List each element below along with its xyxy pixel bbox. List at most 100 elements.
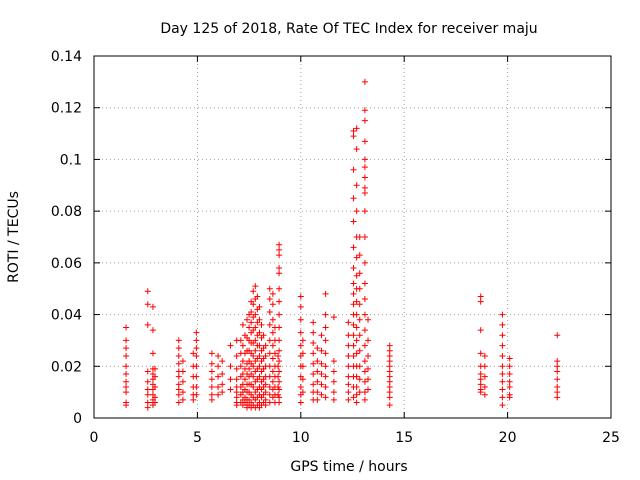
data-point xyxy=(254,293,261,300)
data-point xyxy=(350,265,357,272)
data-point xyxy=(353,254,360,261)
data-point xyxy=(506,383,513,390)
data-point xyxy=(499,386,506,393)
data-point xyxy=(499,311,506,318)
data-point xyxy=(208,350,215,357)
data-point xyxy=(318,381,325,388)
data-point xyxy=(239,342,246,349)
data-point xyxy=(330,389,337,396)
data-point xyxy=(361,378,368,385)
data-point xyxy=(314,358,321,365)
data-point xyxy=(123,371,130,378)
data-point xyxy=(250,352,257,359)
data-point xyxy=(144,368,151,375)
data-point xyxy=(314,378,321,385)
plot-frame xyxy=(93,55,612,419)
data-point xyxy=(353,337,360,344)
data-point xyxy=(175,352,182,359)
data-point xyxy=(345,342,352,349)
data-point xyxy=(252,311,259,318)
y-tick-label: 0.02 xyxy=(51,359,82,375)
data-point xyxy=(123,389,130,396)
data-point xyxy=(322,383,329,390)
data-point xyxy=(144,386,151,393)
data-point xyxy=(152,394,159,401)
x-tick-label: 15 xyxy=(395,430,413,446)
data-point xyxy=(365,376,372,383)
data-point xyxy=(297,329,304,336)
data-point xyxy=(361,389,368,396)
data-point xyxy=(227,376,234,383)
data-point xyxy=(499,352,506,359)
data-point xyxy=(310,329,317,336)
data-point xyxy=(318,332,325,339)
data-point xyxy=(175,399,182,406)
data-point xyxy=(353,373,360,380)
data-point xyxy=(361,184,368,191)
data-point xyxy=(208,396,215,403)
data-point xyxy=(260,332,267,339)
data-point xyxy=(350,394,357,401)
data-point xyxy=(310,371,317,378)
data-point xyxy=(386,352,393,359)
data-point xyxy=(262,342,269,349)
data-point xyxy=(262,381,269,388)
data-point xyxy=(246,324,253,331)
data-point xyxy=(350,352,357,359)
data-point xyxy=(256,352,263,359)
data-point xyxy=(248,308,255,315)
data-point xyxy=(499,378,506,385)
data-point xyxy=(345,396,352,403)
data-point xyxy=(350,127,357,134)
data-point xyxy=(193,391,200,398)
x-tick-label: 10 xyxy=(292,430,310,446)
data-point xyxy=(554,363,561,370)
data-point xyxy=(123,378,130,385)
data-point xyxy=(330,368,337,375)
data-point xyxy=(297,303,304,310)
data-point xyxy=(275,391,282,398)
data-point xyxy=(477,298,484,305)
data-point xyxy=(144,288,151,295)
data-point xyxy=(256,303,263,310)
data-point xyxy=(262,396,269,403)
data-point xyxy=(330,378,337,385)
data-point xyxy=(275,352,282,359)
data-point xyxy=(175,360,182,367)
data-point xyxy=(276,368,283,375)
data-point xyxy=(481,363,488,370)
data-point xyxy=(233,402,240,409)
data-point xyxy=(256,329,263,336)
data-point xyxy=(276,311,283,318)
data-point xyxy=(175,391,182,398)
data-point xyxy=(276,394,283,401)
data-point xyxy=(237,337,244,344)
data-point xyxy=(215,352,222,359)
data-point xyxy=(350,342,357,349)
data-point xyxy=(256,316,263,323)
data-point xyxy=(276,386,283,393)
data-point xyxy=(386,378,393,385)
x-tick-label: 20 xyxy=(499,430,517,446)
data-point xyxy=(227,342,234,349)
data-point xyxy=(175,381,182,388)
data-point xyxy=(262,352,269,359)
data-point xyxy=(477,376,484,383)
data-point xyxy=(262,402,269,409)
data-point xyxy=(356,389,363,396)
data-point xyxy=(356,376,363,383)
data-point xyxy=(322,311,329,318)
data-point xyxy=(365,352,372,359)
data-point xyxy=(246,365,253,372)
data-point xyxy=(481,391,488,398)
data-point xyxy=(350,321,357,328)
data-point xyxy=(356,285,363,292)
data-point xyxy=(275,363,282,370)
data-point xyxy=(123,402,130,409)
data-point xyxy=(144,301,151,308)
data-point xyxy=(353,311,360,318)
data-point xyxy=(350,195,357,202)
data-point xyxy=(276,347,283,354)
data-point xyxy=(276,337,283,344)
data-point xyxy=(353,125,360,132)
